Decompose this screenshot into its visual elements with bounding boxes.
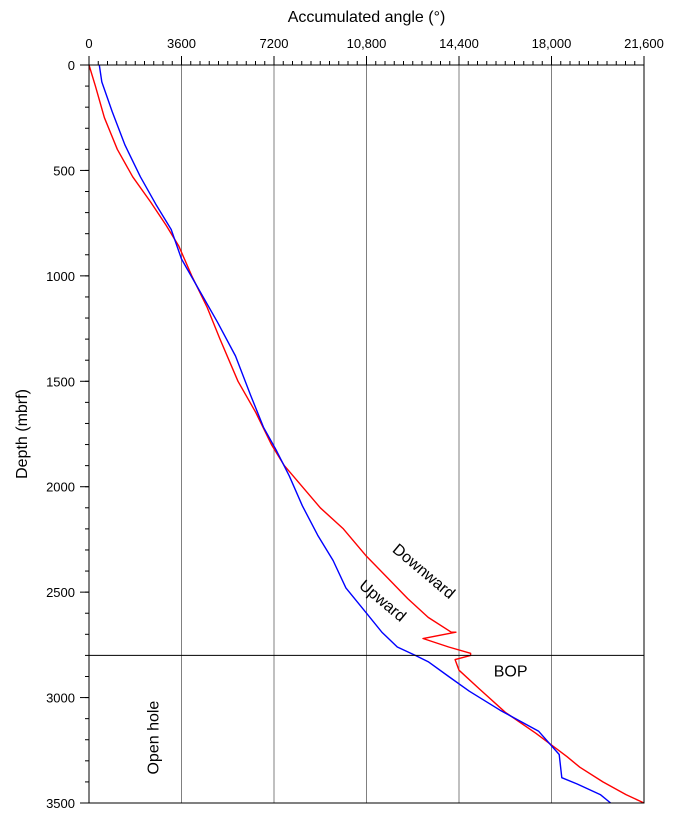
y-tick-label: 3000 <box>46 691 75 706</box>
y-axis-left: 0 500 1000 1500 2000 2500 3000 3500 <box>46 58 89 811</box>
series-line-upward <box>98 64 612 804</box>
x-tick-label: 7200 <box>260 36 289 51</box>
y-tick-label: 1500 <box>46 374 75 389</box>
x-tick-label: 18,000 <box>532 36 572 51</box>
x-tick-label: 0 <box>85 36 92 51</box>
x-axis-top: 0 3600 7200 10,800 14,400 18,000 21,600 <box>85 36 664 65</box>
y-tick-label: 0 <box>68 58 75 73</box>
grid-lines <box>181 65 552 803</box>
y-tick-label: 1000 <box>46 269 75 284</box>
series-lines <box>88 64 645 804</box>
y-tick-label: 3500 <box>46 796 75 811</box>
x-tick-label: 3600 <box>167 36 196 51</box>
x-tick-label: 21,600 <box>624 36 664 51</box>
y-axis-title: Depth (mbrf) <box>14 389 31 479</box>
x-tick-label: 10,800 <box>347 36 387 51</box>
annotation-bop: BOP <box>494 664 528 681</box>
x-axis-title: Accumulated angle (°) <box>288 9 446 26</box>
x-tick-label: 14,400 <box>439 36 479 51</box>
annotation-upward: Upward <box>356 577 409 625</box>
series-line-downward <box>88 64 645 804</box>
y-tick-label: 2500 <box>46 585 75 600</box>
annotation-open-hole: Open hole <box>145 701 162 775</box>
annotation-downward: Downward <box>389 541 458 603</box>
y-tick-label: 2000 <box>46 480 75 495</box>
y-tick-label: 500 <box>53 163 75 178</box>
